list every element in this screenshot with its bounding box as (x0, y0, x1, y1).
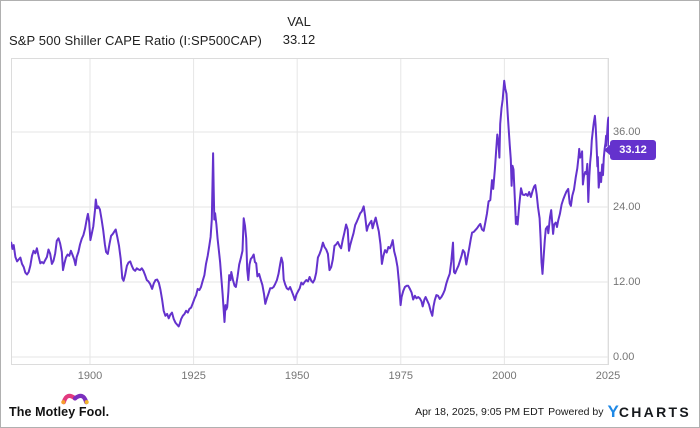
plot-area[interactable] (11, 58, 609, 365)
chart-title: S&P 500 Shiller CAPE Ratio (I:SP500CAP) (9, 33, 262, 48)
x-axis-tick-label: 1950 (284, 370, 310, 382)
cape-ratio-line (11, 79, 609, 328)
x-axis-tick-label: 1925 (181, 370, 206, 382)
badge-arrow-icon (604, 144, 611, 156)
badge-value: 33.12 (619, 144, 647, 156)
y-axis-tick-label: 36.00 (613, 126, 641, 138)
value-column-header: VAL (287, 14, 311, 29)
motley-fool-wordmark: The Motley Fool. (9, 405, 110, 419)
footer: The Motley Fool. Apr 18, 2025, 9:05 PM E… (1, 390, 699, 421)
y-axis: 0.00 12.00 24.00 36.00 (613, 58, 663, 365)
x-axis-tick-label: 1975 (388, 370, 414, 382)
current-value-badge: 33.12 (604, 140, 656, 160)
timestamp: Apr 18, 2025, 9:05 PM EDT (415, 405, 545, 418)
x-axis-tick-label: 2025 (595, 370, 621, 382)
y-axis-tick-label: 0.00 (613, 351, 635, 363)
cape-ratio-chart[interactable] (11, 58, 609, 365)
motley-fool-logo[interactable]: The Motley Fool. (9, 390, 109, 421)
powered-by-label: Powered by (548, 405, 604, 418)
x-axis-tick-label: 1900 (77, 370, 103, 382)
y-axis-tick-label: 24.00 (613, 201, 641, 213)
ycharts-wordmark: CHARTS (618, 404, 691, 420)
x-axis: 1900 1925 1950 1975 2000 2025 (11, 370, 620, 384)
ycharts-logo[interactable]: Y CHARTS (608, 403, 691, 420)
ycharts-y-mark: Y (607, 402, 619, 421)
x-axis-tick-label: 2000 (492, 370, 517, 382)
value-column: VAL 33.12 (267, 14, 331, 47)
y-axis-tick-label: 12.00 (613, 276, 641, 288)
current-value: 33.12 (282, 32, 316, 47)
attribution: Apr 18, 2025, 9:05 PM EDT Powered by Y C… (415, 403, 691, 421)
jester-hat-icon (61, 393, 89, 405)
plot-border (11, 58, 609, 365)
